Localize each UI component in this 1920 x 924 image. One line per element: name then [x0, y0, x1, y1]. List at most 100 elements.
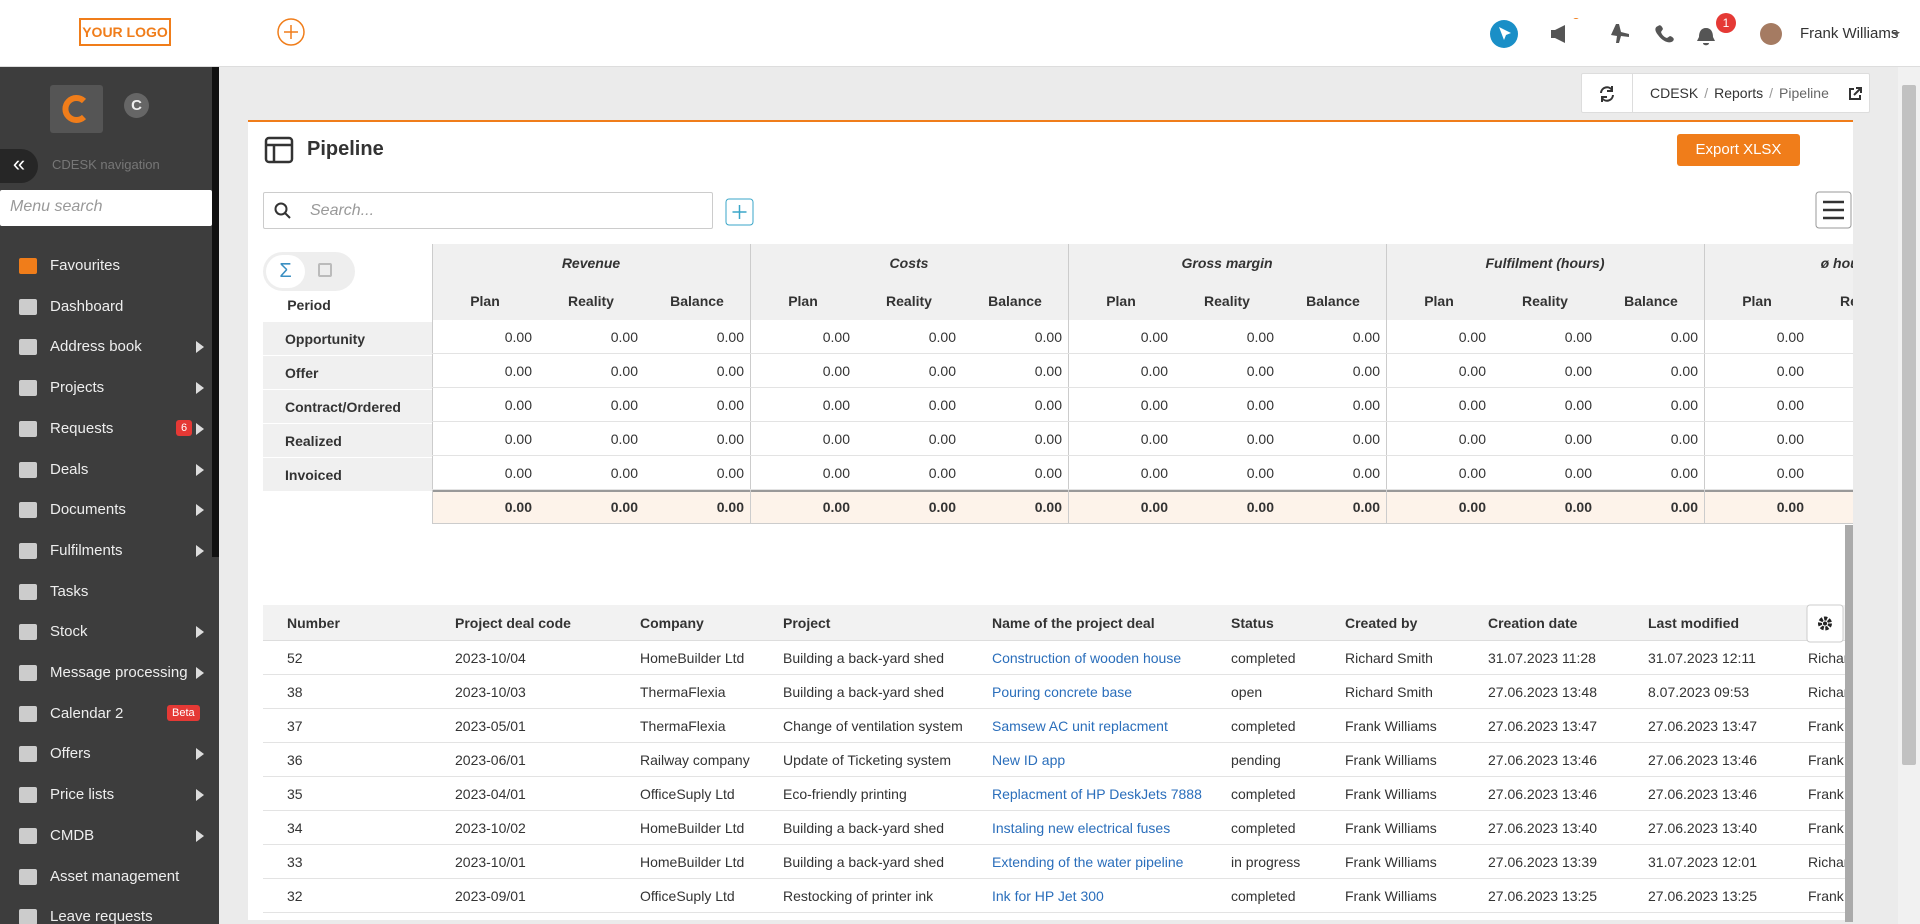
menu-label[interactable]: Price lists — [50, 786, 115, 804]
menu-item[interactable]: Requests 6 — [0, 411, 212, 447]
collapse-button[interactable]: « — [0, 149, 38, 183]
row-label: Opportunity — [263, 322, 432, 356]
logo[interactable]: YOUR LOGO — [79, 18, 171, 46]
deal-link[interactable]: Construction of wooden house — [992, 650, 1182, 666]
total-cell: 0.00 — [1246, 499, 1274, 515]
column-header: Company — [640, 615, 704, 631]
cell: 0.00 — [538, 456, 644, 490]
app-switch[interactable]: C — [124, 93, 149, 118]
cell: pending — [1231, 752, 1281, 768]
cell: 0.00 — [962, 456, 1068, 490]
cell: 0.00 — [644, 422, 750, 456]
menu-item[interactable]: Fulfilments — [0, 533, 212, 569]
submenu-arrow — [196, 382, 204, 395]
submenu-arrow — [196, 789, 204, 802]
add-button[interactable] — [276, 17, 306, 47]
menu-item[interactable]: Favourites — [0, 248, 212, 284]
column-header: Plan — [1742, 293, 1772, 309]
phone-icon[interactable] — [1655, 25, 1674, 43]
sum-option[interactable]: Σ — [266, 255, 305, 288]
menu-item[interactable]: Calendar 2 Beta — [0, 696, 212, 732]
cell: 0.00 — [856, 422, 962, 456]
menu-item[interactable]: Price lists — [0, 777, 212, 813]
deal-link[interactable]: New ID app — [992, 752, 1066, 768]
deal-link[interactable]: Ink for HP Jet 300 — [992, 888, 1104, 904]
menu-label[interactable]: Fulfilments — [50, 541, 123, 559]
plane-icon[interactable] — [1611, 24, 1629, 43]
deal-link[interactable]: Extending of the water pipeline — [992, 854, 1184, 870]
table-settings-button[interactable] — [1806, 604, 1844, 643]
menu-label[interactable]: Tasks — [50, 582, 89, 600]
menu-item[interactable]: Dashboard — [0, 289, 212, 325]
page-scrollbar — [1898, 67, 1920, 924]
menu-item[interactable]: Address book — [0, 329, 212, 365]
menu-item[interactable]: Message processing — [0, 655, 212, 691]
bell-icon[interactable] — [1697, 28, 1715, 46]
menu-label[interactable]: Documents — [50, 501, 126, 519]
menu-button[interactable] — [1815, 191, 1852, 229]
menu-item[interactable]: Offers — [0, 736, 212, 772]
scroll-thumb[interactable] — [1902, 85, 1916, 765]
menu-icon — [19, 624, 37, 641]
menu-label[interactable]: Deals — [50, 460, 89, 478]
menu-label[interactable]: Address book — [50, 338, 142, 356]
cell: 27.06.2023 13:47 — [1648, 718, 1757, 734]
search-box[interactable]: Search... — [263, 192, 713, 229]
menu-item[interactable]: Stock — [0, 614, 212, 650]
user-name[interactable]: Frank Williams — [1800, 25, 1899, 42]
menu-item[interactable]: CMDB — [0, 818, 212, 854]
deal-link[interactable]: Instaling new electrical fuses — [992, 820, 1171, 836]
menu-label[interactable]: Offers — [50, 745, 91, 763]
row-label: Contract/Ordered — [263, 390, 432, 424]
app-logo[interactable] — [50, 85, 103, 133]
menu-item[interactable]: Projects — [0, 370, 212, 406]
breadcrumb-item[interactable]: CDESK — [1650, 85, 1699, 101]
deal-link[interactable]: Samsew AC unit replacment — [992, 718, 1168, 734]
menu-icon — [19, 461, 37, 478]
cell: Building a back-yard shed — [783, 650, 945, 666]
menu-label[interactable]: Message processing — [50, 664, 188, 681]
add-filter-button[interactable] — [725, 198, 754, 226]
menu-label[interactable]: Calendar 2 — [50, 704, 124, 722]
menu-item[interactable]: Deals — [0, 452, 212, 488]
menu-item[interactable]: Documents — [0, 492, 212, 528]
notification-badge: 1 — [1716, 13, 1736, 33]
external-link-icon[interactable] — [1847, 86, 1863, 102]
menu-label[interactable]: Projects — [50, 379, 105, 397]
cell: 0.00 — [1492, 388, 1598, 422]
cell: 52 — [287, 650, 303, 666]
menu-label[interactable]: Favourites — [50, 257, 121, 274]
deal-link[interactable]: Replacment of HP DeskJets 7888 — [992, 786, 1202, 802]
calendar-option[interactable] — [318, 263, 332, 277]
announce-icon[interactable] — [1551, 25, 1565, 43]
menu-label[interactable]: CMDB — [50, 826, 95, 844]
cell: OfficeSuply Ltd — [640, 888, 735, 904]
menu-item[interactable]: Tasks — [0, 574, 212, 610]
menu-label[interactable]: Requests — [50, 419, 114, 437]
menu-search[interactable]: Menu search — [0, 190, 212, 226]
total-cell: 0.00 — [1352, 499, 1380, 515]
cell: 2023-10/02 — [455, 820, 526, 836]
refresh-icon[interactable] — [1597, 84, 1617, 104]
menu-item[interactable]: Leave requests — [0, 899, 212, 924]
menu-label[interactable]: Dashboard — [50, 297, 124, 315]
column-header: Balance — [1624, 293, 1678, 309]
user-caret[interactable] — [1892, 32, 1900, 40]
breadcrumb-item[interactable]: Reports — [1714, 85, 1764, 101]
menu-item[interactable]: Asset management — [0, 859, 212, 895]
menu-label[interactable]: Asset management — [50, 867, 180, 885]
deal-link[interactable]: Pouring concrete base — [992, 684, 1133, 700]
avatar[interactable] — [1760, 23, 1782, 45]
row-border — [263, 776, 1845, 777]
menu-label[interactable]: Leave requests — [50, 908, 153, 924]
cell: completed — [1231, 786, 1296, 802]
row-border — [263, 742, 1845, 743]
menu-label[interactable]: Stock — [50, 623, 88, 641]
sidebar: C « CDESK navigation Menu search Favouri… — [0, 67, 219, 924]
export-button[interactable]: Export XLSX — [1677, 134, 1800, 166]
cell: 0.00 — [1386, 320, 1492, 354]
cell: 27.06.2023 13:46 — [1488, 752, 1597, 768]
content-panel: Pipeline Export XLSX Search... Σ Period … — [248, 120, 1853, 922]
cell: 0.00 — [1492, 422, 1598, 456]
